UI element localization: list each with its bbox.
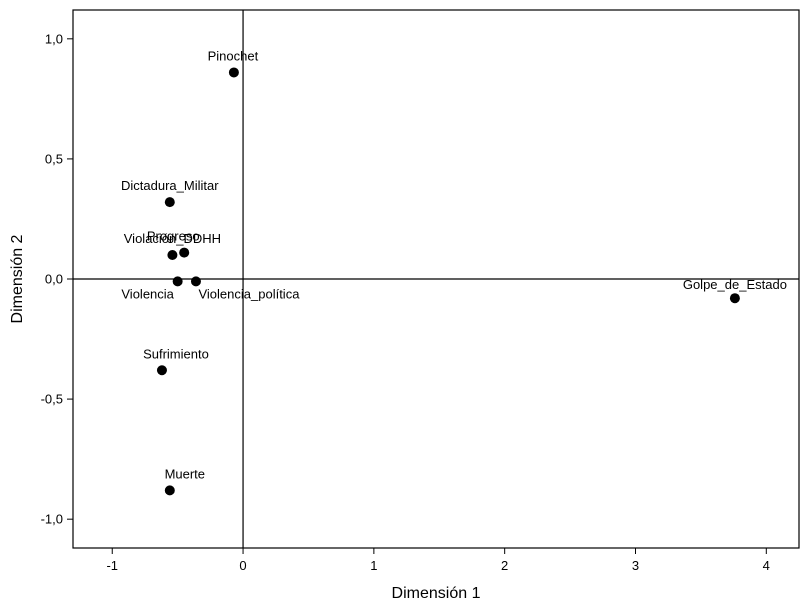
data-point: [167, 249, 178, 260]
data-point: [729, 293, 740, 304]
y-tick-label: 0,0: [45, 272, 63, 287]
data-point: [179, 247, 190, 258]
x-tick-label: 1: [370, 558, 377, 573]
data-point: [164, 197, 175, 208]
point-label: Pinochet: [208, 48, 259, 63]
point-label: Progreso: [147, 229, 200, 244]
data-point: [164, 485, 175, 496]
data-point: [172, 276, 183, 287]
y-tick-label: -0,5: [41, 392, 63, 407]
data-point: [228, 67, 239, 78]
y-tick-label: 1,0: [45, 31, 63, 46]
x-tick-label: 2: [501, 558, 508, 573]
x-tick-label: 4: [763, 558, 770, 573]
point-label: Violencia_política: [198, 286, 300, 301]
y-tick-label: 0,5: [45, 151, 63, 166]
point-label: Muerte: [165, 466, 205, 481]
x-axis-title: Dimensión 1: [392, 585, 481, 602]
x-tick-label: 3: [632, 558, 639, 573]
x-tick-label: 0: [239, 558, 246, 573]
data-point: [156, 365, 167, 376]
point-label: Violación_DDHH: [124, 231, 221, 246]
point-label: Dictadura_Militar: [121, 178, 219, 193]
data-point: [190, 276, 201, 287]
y-tick-label: -1,0: [41, 512, 63, 527]
point-label: Golpe_de_Estado: [683, 277, 787, 292]
point-label: Sufrimiento: [143, 346, 209, 361]
y-axis-title: Dimensión 2: [9, 234, 26, 323]
point-label: Violencia: [121, 286, 174, 301]
x-tick-label: -1: [106, 558, 118, 573]
